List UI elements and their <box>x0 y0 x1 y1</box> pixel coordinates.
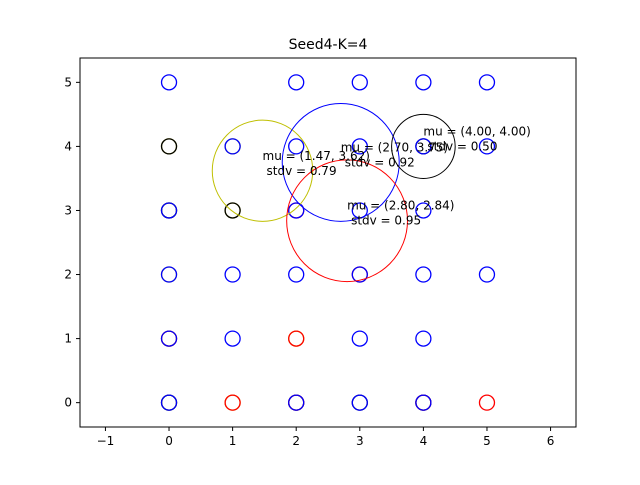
data-point <box>224 266 241 283</box>
plot-area <box>80 58 576 427</box>
x-tick-label: 6 <box>547 434 555 448</box>
data-point <box>478 74 496 91</box>
data-point <box>288 394 305 411</box>
cluster-stdv-label: stdv = 0.92 <box>345 155 415 169</box>
plot-frame <box>79 57 577 428</box>
data-point <box>415 266 432 283</box>
y-tick-label: 1 <box>64 332 72 346</box>
cluster-mu-label: mu = (1.47, 3.62) <box>263 149 370 163</box>
data-point <box>160 266 178 283</box>
x-tick-label: 0 <box>165 434 173 448</box>
data-point <box>478 138 496 155</box>
cluster-stdv-label: stdv = 0.50 <box>427 139 497 153</box>
data-point <box>288 74 305 91</box>
data-point <box>351 266 368 283</box>
cluster-circle <box>286 159 408 283</box>
data-point <box>224 394 241 411</box>
cluster-stdv-label: stdv = 0.95 <box>351 214 421 228</box>
cluster-stdv-label: stdv = 0.79 <box>267 164 337 178</box>
data-point <box>288 202 305 219</box>
x-axis: −1 0 1 2 3 4 5 6 <box>97 427 555 448</box>
data-point <box>224 202 241 219</box>
data-point <box>415 202 432 219</box>
cluster-mu-label: mu = (2.70, 3.75) <box>341 140 448 154</box>
y-tick-label: 3 <box>64 203 72 217</box>
data-point <box>478 394 496 411</box>
chart-annotations: mu = (1.47, 3.62)stdv = 0.79 mu = (2.70, … <box>263 124 531 227</box>
x-tick-label: 4 <box>420 434 428 448</box>
cluster-circle <box>391 113 456 179</box>
x-tick-label: 1 <box>229 434 237 448</box>
data-point <box>288 330 305 347</box>
data-point <box>160 74 178 91</box>
data-point <box>224 138 241 155</box>
data-point <box>160 394 178 411</box>
x-tick-label: 3 <box>356 434 364 448</box>
chart-title: Seed4-K=4 <box>289 37 368 53</box>
data-point <box>288 138 305 155</box>
data-point <box>351 138 368 155</box>
y-tick-label: 5 <box>64 75 72 89</box>
y-tick-label: 4 <box>64 139 72 153</box>
y-axis: 0 1 2 3 4 5 <box>64 75 80 410</box>
data-point <box>478 266 496 283</box>
data-point <box>415 74 432 91</box>
x-tick-label: 2 <box>292 434 300 448</box>
x-tick-label: 5 <box>483 434 491 448</box>
y-tick-label: 2 <box>64 268 72 282</box>
data-point <box>160 138 178 155</box>
data-point <box>351 74 368 91</box>
data-point <box>415 138 432 155</box>
cluster-mu-label: mu = (2.80, 2.84) <box>347 199 454 213</box>
data-point <box>160 202 178 219</box>
data-point <box>224 330 241 347</box>
x-tick-label: −1 <box>97 434 115 448</box>
data-point <box>351 394 368 411</box>
data-point <box>288 266 305 283</box>
data-point <box>415 394 432 411</box>
y-tick-label: 0 <box>64 396 72 410</box>
data-point <box>160 330 178 347</box>
chart-marks <box>160 74 496 411</box>
cluster-mu-label: mu = (4.00, 4.00) <box>423 124 530 138</box>
cluster-circle <box>281 102 400 222</box>
data-point <box>351 330 368 347</box>
data-point <box>415 330 432 347</box>
